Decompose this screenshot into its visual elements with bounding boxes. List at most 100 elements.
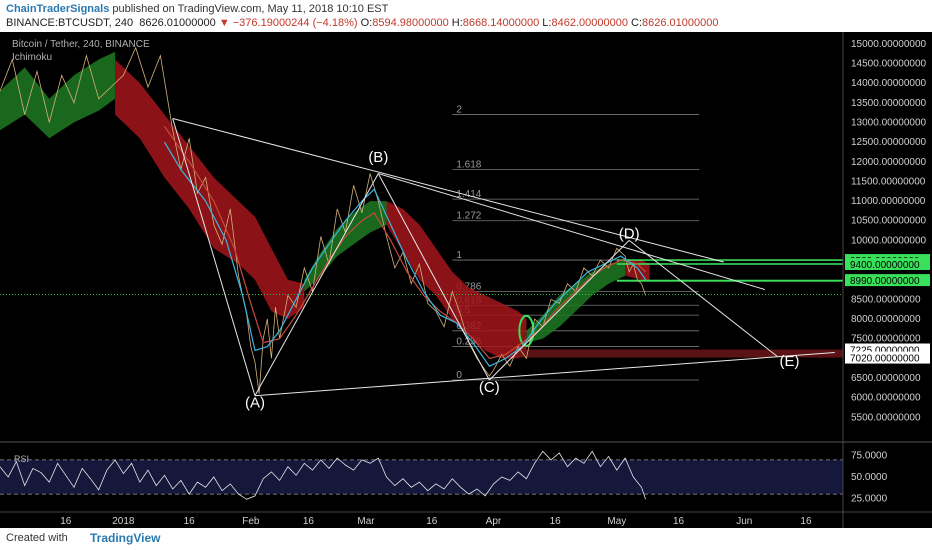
wave-label: (A) (245, 395, 265, 412)
price-highlight-box (845, 274, 930, 287)
fib-level-label: 0 (456, 370, 462, 381)
rsi-pane: 75.0000 50.0000 25.0000 (0, 441, 932, 504)
rsi-tick-label: 50.0000 (851, 472, 888, 483)
fib-level-label: 1.414 (456, 189, 481, 200)
fib-level-label: 1 (456, 250, 462, 261)
price-tick-label: 11500.00000000 (851, 176, 926, 187)
symbol: BINANCE:BTCUSDT, 240 (6, 17, 134, 29)
wave-label: (E) (780, 353, 800, 370)
time-tick-label: 16 (426, 516, 438, 527)
price-tick-label: 7500.00000000 (851, 334, 921, 345)
time-tick-label: Feb (242, 516, 260, 527)
time-tick-label: 16 (184, 516, 196, 527)
high-value: 8668.14000000 (462, 17, 540, 29)
price-tick-label: 6500.00000000 (851, 373, 921, 384)
publish-line: ChainTraderSignals published on TradingV… (6, 3, 388, 15)
published-text: published on TradingView.com, May 11, 20… (112, 3, 389, 15)
open-label: O: (360, 17, 373, 29)
price-highlight-box (845, 257, 930, 270)
time-tick-label: 16 (60, 516, 72, 527)
high-label: H: (451, 17, 463, 29)
triangle-line (377, 173, 490, 381)
wave-label: (C) (479, 379, 500, 396)
price-tick-label: 13500.00000000 (851, 98, 927, 109)
price-line (0, 46, 646, 394)
time-tick-label: Mar (357, 516, 375, 527)
time-tick-label: 16 (303, 516, 315, 527)
green-zone (616, 259, 843, 261)
wave-label: (D) (619, 225, 640, 242)
price-tick-label: 8000.00000000 (851, 314, 921, 325)
kumo-segment (526, 260, 626, 343)
price-tick-label: 15000.00000000 (851, 39, 927, 50)
triangle-line (254, 351, 835, 397)
footer: Created with TradingView (0, 528, 932, 550)
time-tick-label: 2018 (112, 516, 135, 527)
price-tick-label: 12500.00000000 (851, 137, 927, 148)
red-zone (518, 349, 843, 358)
kumo-segment (304, 201, 387, 292)
triangle-line (172, 118, 724, 263)
indicator-label: Ichimoku (12, 52, 52, 63)
time-axis: 16 2018 16 Feb 16 Mar 16 Apr 16 May 16 Jun 16 (0, 511, 932, 527)
chart-area[interactable]: 2.61821.6181.4141.27210.7860.6180.50.382… (0, 14, 932, 528)
triangle-line (628, 240, 778, 357)
price-tick-label: 11000.00000000 (851, 196, 926, 207)
price-tick-label: 10000.00000000 (851, 235, 927, 246)
price-highlight-label: 8990.00000000 (850, 276, 920, 287)
ichimoku-cloud (0, 51, 650, 359)
time-tick-label: May (607, 516, 626, 527)
kumo-segment (386, 201, 527, 359)
price-highlight-label: 7225.00000000 (850, 346, 920, 357)
rsi-band (0, 459, 843, 495)
time-tick-label: 16 (673, 516, 685, 527)
open-value: 8594.98000000 (372, 17, 449, 29)
price-highlight-box (845, 351, 930, 364)
green-zone (616, 279, 843, 282)
kumo-segment (115, 59, 305, 319)
rsi-line (0, 450, 646, 500)
close-value: 8626.01000000 (642, 17, 719, 29)
rsi-tick-label: 25.0000 (851, 493, 888, 504)
rsi-label: RSI (14, 454, 29, 464)
price-tick-label: 14500.00000000 (851, 58, 927, 69)
fib-level-label: 0.786 (456, 282, 481, 293)
price-tick-label: 14000.00000000 (851, 78, 927, 89)
rsi-tick-label: 75.0000 (851, 451, 888, 462)
chart-title: Bitcoin / Tether, 240, BINANCE (12, 39, 150, 50)
header: ChainTraderSignals published on TradingV… (0, 0, 932, 32)
fib-level-label: 2 (456, 105, 462, 116)
low-value: 8462.00000000 (551, 17, 628, 29)
time-tick-label: 16 (800, 516, 812, 527)
price-tick-label: 8500.00000000 (851, 294, 921, 305)
price-tick-label: 13000.00000000 (851, 117, 927, 128)
price-tick-label: 10500.00000000 (851, 216, 927, 227)
time-tick-label: 16 (550, 516, 562, 527)
wave-label: (B) (368, 149, 388, 166)
price-tick-label: 5500.00000000 (851, 412, 921, 423)
green-zone (616, 263, 843, 265)
fib-level-label: 1.618 (456, 160, 481, 171)
triangle-line (378, 173, 766, 291)
tenkan-line (163, 141, 647, 367)
close-label: C: (631, 17, 642, 29)
triangle-lines (172, 118, 835, 397)
price-highlight-label: 9400.00000000 (850, 260, 920, 271)
price-change: ▼ −376.19000244 (−4.18%) (218, 17, 358, 29)
wave-labels: (A) (B) (C) (D) (E) (245, 149, 800, 412)
low-label: L: (542, 17, 552, 29)
fib-level-label: 1.272 (456, 211, 481, 222)
tradingview-logo[interactable]: TradingView (90, 531, 161, 545)
price-highlight-label: 7020.00000000 (850, 354, 920, 365)
created-with-text: Created with (6, 532, 68, 544)
price-tick-label: 6000.00000000 (851, 393, 921, 404)
author-link[interactable]: ChainTraderSignals (6, 3, 110, 15)
kijun-line (164, 126, 647, 360)
kumo-segment (0, 51, 116, 139)
price-tick-label: 12000.00000000 (851, 157, 927, 168)
price-axis: 15000.00000000 14500.00000000 14000.000000… (842, 32, 930, 528)
price-layer (0, 46, 647, 394)
last-price: 8626.01000000 (139, 17, 216, 29)
ohlc-line: BINANCE:BTCUSDT, 240 8626.01000000 ▼ −37… (6, 17, 718, 29)
chart-svg[interactable]: 2.61821.6181.4141.27210.7860.6180.50.382… (0, 14, 932, 528)
